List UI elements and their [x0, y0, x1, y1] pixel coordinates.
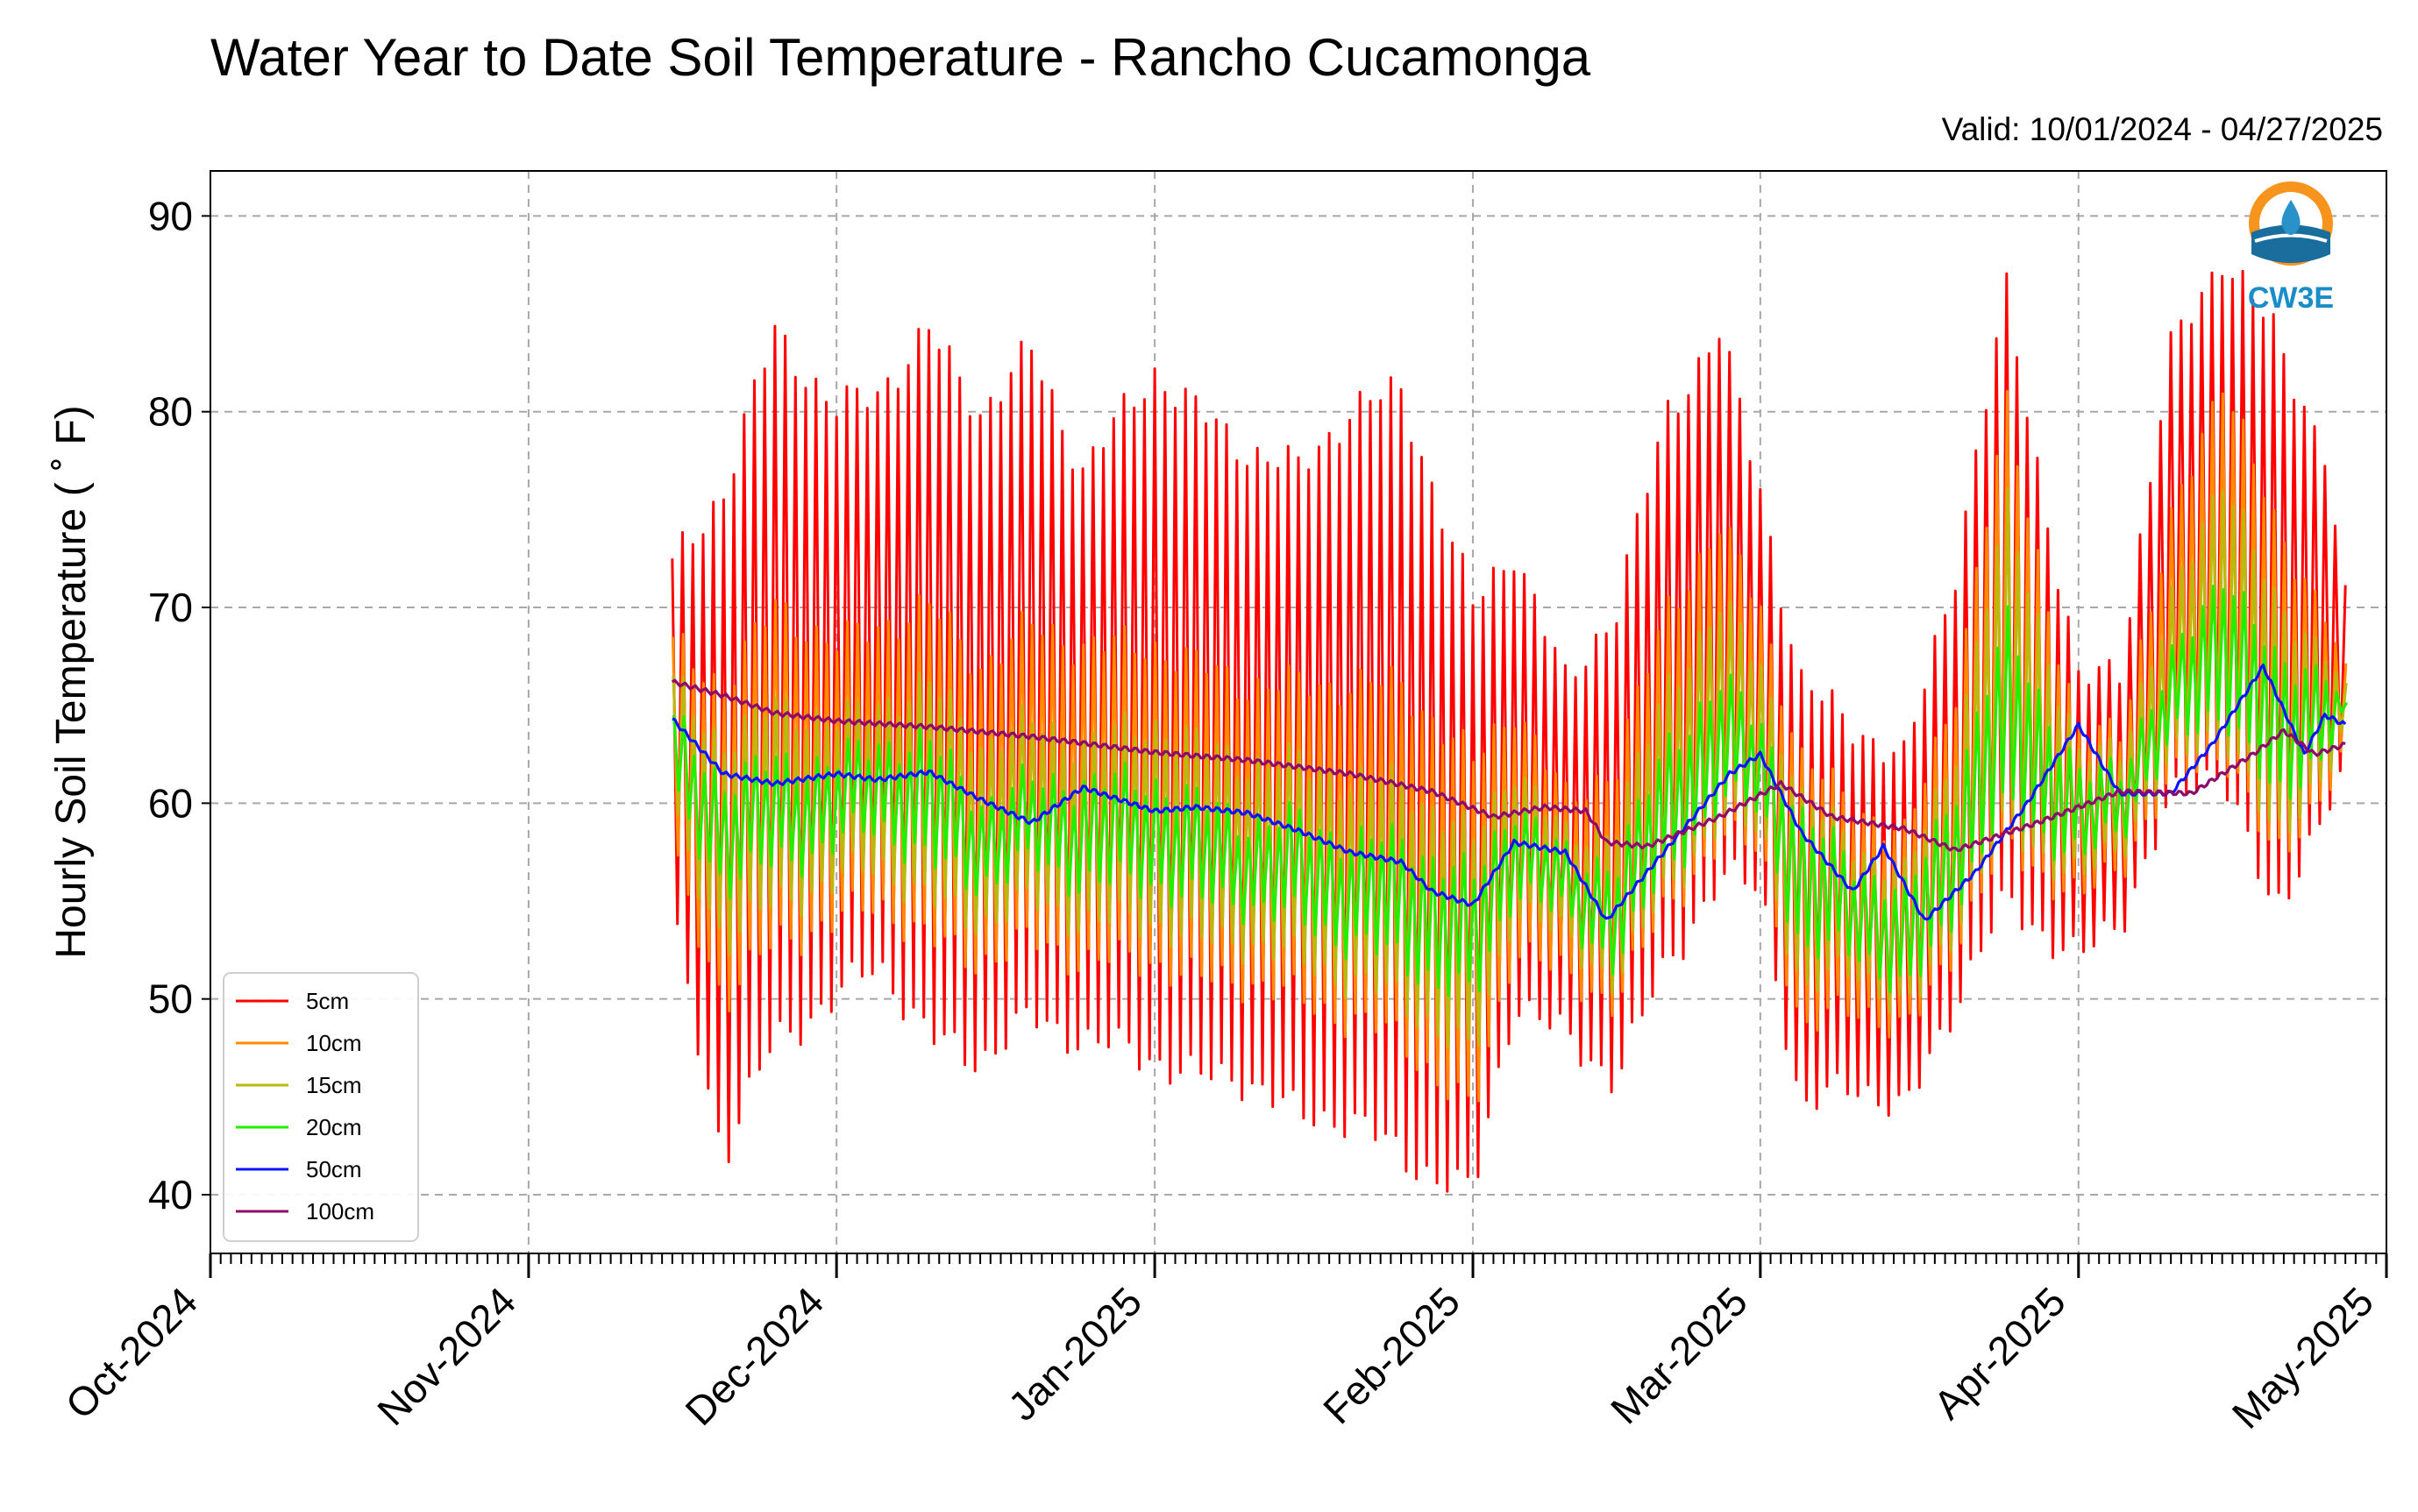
legend-box [223, 972, 419, 1242]
legend-label: 15cm [306, 1072, 362, 1098]
y-tick-label: 40 [148, 1172, 193, 1217]
legend-label: 20cm [306, 1114, 362, 1140]
logo-water-icon [2251, 224, 2330, 263]
x-tick-label: Jan-2025 [999, 1278, 1150, 1429]
logo-text: CW3E [2248, 281, 2334, 315]
y-tick-label: 80 [148, 389, 193, 435]
y-tick-label: 70 [148, 585, 193, 630]
x-tick-label: Apr-2025 [1924, 1278, 2074, 1428]
chart-title: Water Year to Date Soil Temperature - Ra… [210, 28, 1591, 87]
series-line-100cm [671, 678, 2346, 852]
series-line-5cm [671, 269, 2347, 1193]
x-tick-label: Nov-2024 [368, 1278, 524, 1434]
y-tick-label: 50 [148, 976, 193, 1022]
legend-label: 50cm [306, 1156, 362, 1182]
series-line-50cm [672, 664, 2347, 921]
valid-range-label: Valid: 10/01/2024 - 04/27/2025 [1942, 111, 2383, 147]
x-tick-label: Feb-2025 [1314, 1278, 1469, 1432]
y-axis-label: Hourly Soil Temperature ( ˚ F) [48, 405, 95, 958]
x-tick-label: Oct-2024 [57, 1278, 207, 1428]
x-tick-label: May-2025 [2223, 1278, 2382, 1437]
x-tick-label: Mar-2025 [1602, 1278, 1756, 1432]
logo-drop-icon [2281, 200, 2301, 235]
x-tick-label: Dec-2024 [676, 1278, 832, 1434]
y-tick-label: 90 [148, 193, 193, 238]
y-tick-label: 60 [148, 780, 193, 826]
legend: 5cm 10cm 15cm 20cm 50cm 100cm [223, 972, 419, 1242]
legend-label: 100cm [306, 1198, 374, 1225]
series-lines [671, 269, 2349, 1193]
legend-label: 5cm [306, 988, 349, 1014]
cw3e-logo: CW3E [2248, 181, 2334, 315]
axes: 40 50 60 70 80 90 Oct-2024 Nov-2024 Dec-2024 Jan-… [57, 193, 2388, 1437]
legend-label: 10cm [306, 1030, 362, 1056]
